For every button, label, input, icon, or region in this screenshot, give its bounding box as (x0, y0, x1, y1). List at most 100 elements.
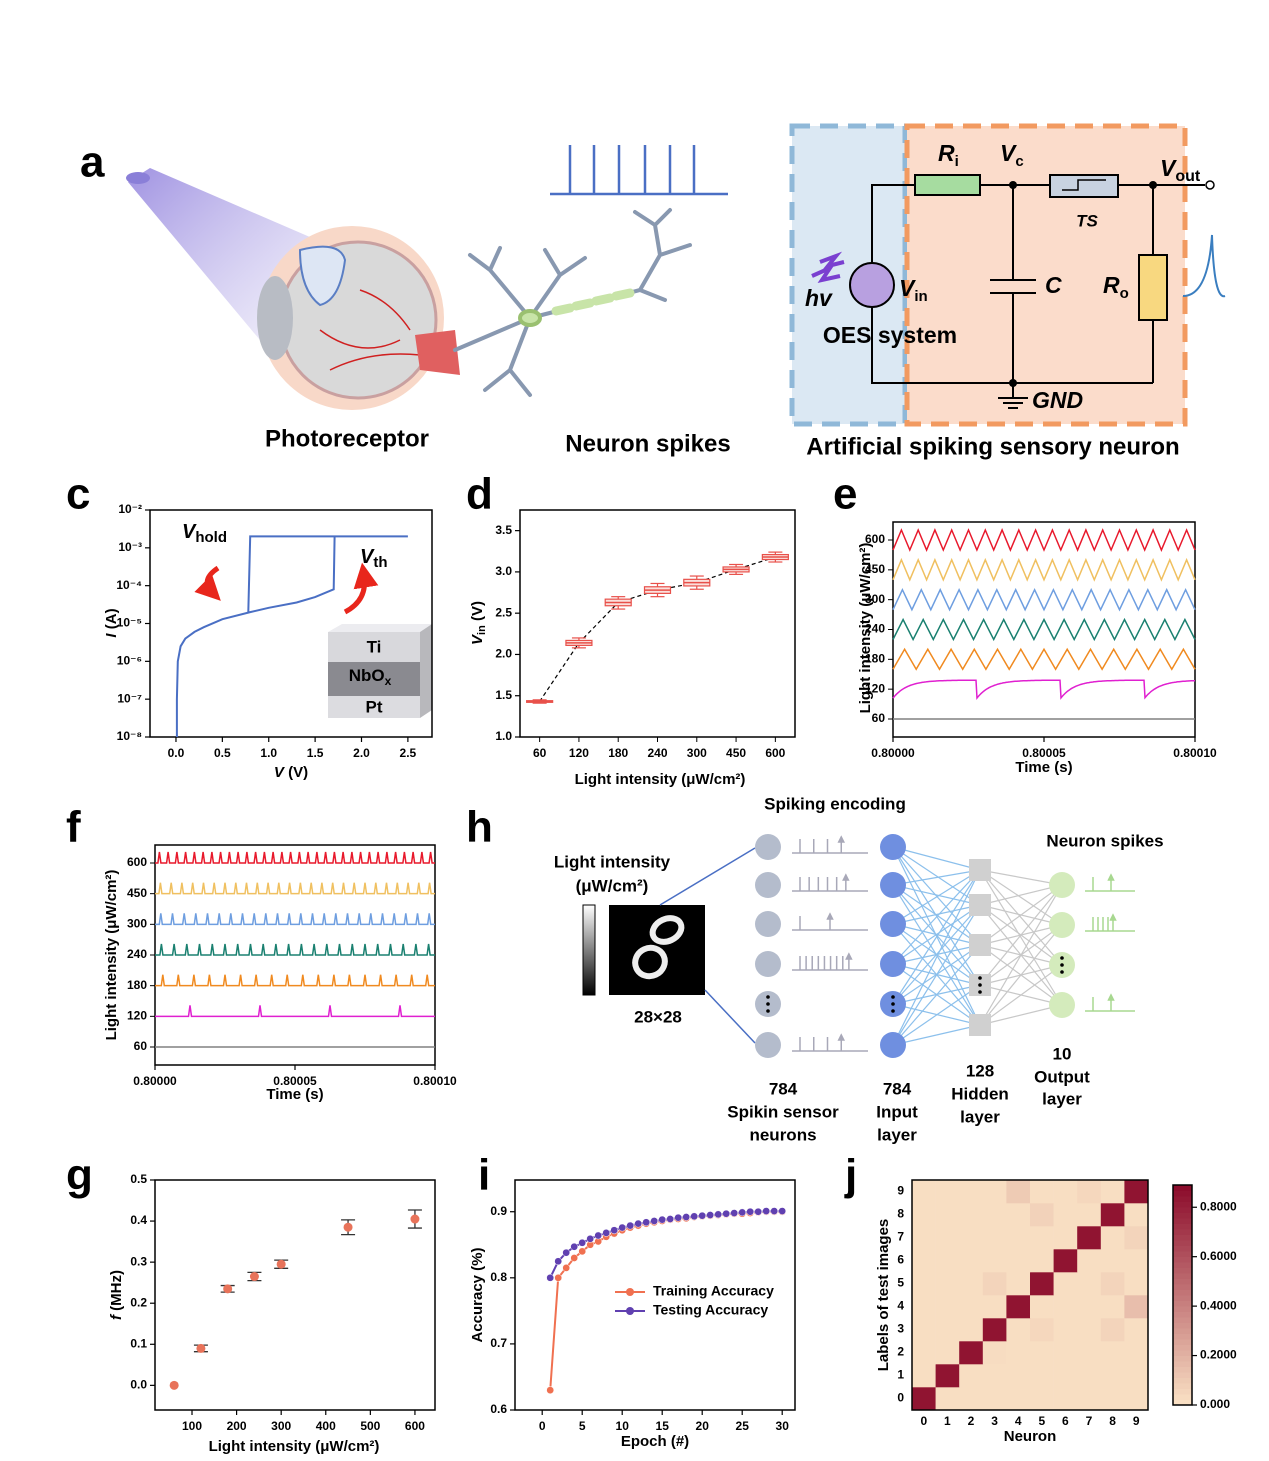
colorbar-band (1173, 1344, 1192, 1351)
x-tick-label: 0.80000 (133, 1074, 177, 1088)
heatmap-cell (1124, 1364, 1149, 1388)
heatmap-cell (1006, 1272, 1031, 1296)
waveform (155, 913, 435, 926)
y-tick-label: 600 (127, 855, 147, 869)
data-point (770, 1207, 779, 1215)
heatmap-cell (1124, 1226, 1149, 1250)
spike-train (792, 956, 868, 971)
heatmap-cell (1077, 1364, 1102, 1388)
data-point (730, 1209, 739, 1217)
connection (892, 944, 981, 1046)
y-tick-label: 0.6000 (1200, 1249, 1237, 1263)
connection (979, 924, 1063, 1026)
waveform (892, 587, 1196, 612)
heatmap-cell (935, 1272, 960, 1296)
heatmap-cell (959, 1203, 984, 1227)
heatmap-cell (1100, 1364, 1125, 1388)
colorbar-band (1173, 1273, 1192, 1279)
x-tick-label: 0.80005 (273, 1074, 317, 1088)
connection (892, 869, 981, 1005)
x-tick-label: 0.80000 (871, 746, 915, 760)
y-tick-label: 10⁻² (118, 502, 142, 516)
waveform (892, 557, 1196, 582)
waveform (892, 528, 1196, 552)
x-tick-label: 200 (227, 1419, 247, 1433)
heatmap-cell (935, 1295, 960, 1319)
connection (892, 869, 981, 886)
heatmap-cell (1077, 1249, 1102, 1273)
colorbar-band (1173, 1388, 1192, 1395)
heatmap-cell (1030, 1249, 1054, 1273)
x-tick-label: 600 (765, 746, 785, 760)
y-tick-label: 240 (127, 947, 147, 961)
heatmap-cell (1077, 1318, 1102, 1342)
x-tick-label: 15 (656, 1419, 670, 1433)
label-main: I (103, 633, 120, 638)
circuit-part (811, 251, 845, 284)
heatmap-cell (912, 1318, 936, 1342)
x-tick-label: 9 (1133, 1414, 1140, 1428)
colorbar-band (1173, 1262, 1192, 1268)
colorbar-band (1173, 1234, 1192, 1241)
connection (892, 904, 981, 925)
colorbar-band (1173, 1372, 1192, 1378)
x-axis-label: Time (s) (266, 1086, 323, 1103)
annotation: Vhold (182, 521, 227, 546)
heatmap-cell (1006, 1203, 1031, 1227)
data-point (223, 1284, 233, 1294)
label-main: V (469, 633, 486, 645)
connection (892, 846, 981, 906)
x-tick-label: 20 (696, 1419, 710, 1433)
colorbar-band (1173, 1311, 1192, 1318)
panel-letter: e (833, 470, 857, 519)
plot-frame (911, 1179, 1149, 1411)
heatmap-cell (912, 1341, 936, 1365)
heatmap-cell (1124, 1387, 1149, 1411)
y-tick-label: 3.5 (495, 523, 512, 537)
colorbar-band (1173, 1383, 1192, 1389)
heatmap-cell (935, 1203, 960, 1227)
label-unit: (A) (103, 608, 120, 633)
heatmap-cell (1124, 1180, 1149, 1204)
y-tick-label: 0.2000 (1200, 1348, 1237, 1362)
data-point (698, 1211, 707, 1220)
x-tick-label: 1.0 (260, 746, 277, 760)
data-point (762, 1207, 771, 1215)
heatmap-cell (935, 1226, 960, 1250)
y-tick-label: 0.2 (130, 1295, 147, 1309)
legend-marker (626, 1307, 634, 1315)
ellipsis-dot (978, 990, 982, 994)
x-tick-label: 2.5 (400, 746, 417, 760)
panel-letter: h (466, 803, 493, 852)
data-point (343, 1222, 353, 1232)
waveform (892, 679, 1195, 700)
input-neuron (880, 1032, 906, 1058)
x-axis-label: Neuron (1004, 1428, 1057, 1445)
network-diagram-part (632, 944, 668, 980)
heatmap-cell (1053, 1272, 1078, 1296)
x-tick-label: 0 (920, 1414, 927, 1428)
waveform (892, 647, 1196, 671)
ellipsis-dot (1060, 956, 1064, 960)
y-tick-label: 0.1 (130, 1336, 147, 1350)
component-label: Ri (938, 140, 959, 170)
heatmap-cell (1077, 1272, 1102, 1296)
label-sub: th (373, 554, 387, 571)
ground-label: GND (1032, 387, 1083, 413)
label-main: NbO (349, 666, 385, 685)
heatmap-cell (959, 1364, 984, 1388)
connection (979, 884, 1063, 986)
layer-label: Ti (367, 637, 382, 656)
device-inset-part (328, 662, 420, 696)
y-tick-label: 0.000 (1200, 1397, 1230, 1411)
x-axis-label: Epoch (#) (621, 1433, 689, 1450)
layer-label: Input (876, 1102, 918, 1121)
circuit-part (1009, 379, 1017, 387)
spike-train-icon-part (550, 145, 728, 196)
y-tick-label: 120 (865, 681, 885, 695)
label-main: V (274, 764, 286, 781)
heatmap-cell (1006, 1180, 1031, 1204)
data-point (610, 1226, 619, 1235)
heatmap-cell (959, 1180, 984, 1204)
y-tick-label: 2 (897, 1345, 904, 1359)
